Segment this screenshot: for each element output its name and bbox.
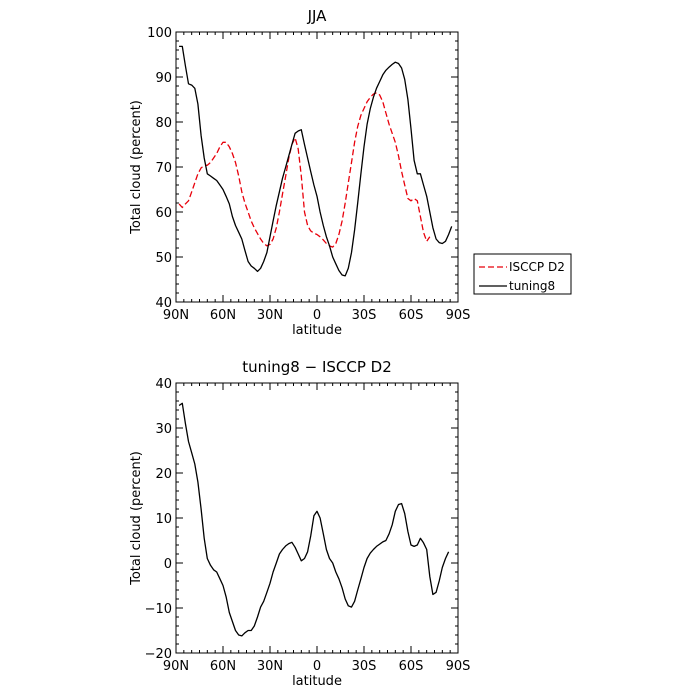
y-tick-label: 60 <box>155 206 172 221</box>
x-tick-label: 30N <box>257 308 283 323</box>
x-tick-label: 0 <box>313 308 321 323</box>
y-tick-label: 100 <box>147 26 172 41</box>
series-line-tuning8 <box>179 45 453 277</box>
x-tick-label: 60S <box>399 308 424 323</box>
y-tick-label: 40 <box>155 296 172 311</box>
legend-label: tuning8 <box>509 279 555 293</box>
y-tick-label: 10 <box>155 512 172 527</box>
x-tick-label: 30N <box>257 659 283 674</box>
x-tick-label: 90N <box>163 308 189 323</box>
x-axis-title: latitude <box>292 674 342 689</box>
y-tick-label: 50 <box>155 251 172 266</box>
x-tick-label: 60N <box>210 659 236 674</box>
y-tick-label: −10 <box>145 602 172 617</box>
y-tick-label: 90 <box>155 71 172 86</box>
x-tick-label: 90N <box>163 659 189 674</box>
x-tick-label: 30S <box>352 659 377 674</box>
y-tick-label: 0 <box>164 557 172 572</box>
chart-title: tuning8 − ISCCP D2 <box>242 358 392 376</box>
x-tick-label: 90S <box>446 308 471 323</box>
y-tick-label: −20 <box>145 647 172 662</box>
y-tick-label: 40 <box>155 377 172 392</box>
series-line-difference <box>178 402 450 637</box>
legend-label: ISCCP D2 <box>509 260 565 274</box>
y-tick-label: 30 <box>155 422 172 437</box>
panel-bottom-difference: 90N 60N 30N 0 30S 60S 90S −20 −10 0 10 20 30 40 tuning… <box>129 358 470 689</box>
y-tick-label: 80 <box>155 116 172 131</box>
x-tick-label: 60N <box>210 308 236 323</box>
x-tick-label: 0 <box>313 659 321 674</box>
x-axis-title: latitude <box>292 323 342 338</box>
x-tick-label: 30S <box>352 308 377 323</box>
y-tick-label: 70 <box>155 161 172 176</box>
plot-frame <box>175 382 459 654</box>
x-tick-label: 60S <box>399 659 424 674</box>
chart-title: JJA <box>307 7 328 25</box>
y-axis-title: Total cloud (percent) <box>129 451 144 586</box>
x-tick-label: 90S <box>446 659 471 674</box>
legend-box <box>473 253 572 295</box>
series-line-isccp-d2 <box>178 92 431 248</box>
y-axis-title: Total cloud (percent) <box>129 100 144 235</box>
panel-top-jja: 90N 60N 30N 0 30S 60S 90S 40 50 60 70 80 90 100 JJA lat… <box>129 7 572 338</box>
y-tick-label: 20 <box>155 467 172 482</box>
